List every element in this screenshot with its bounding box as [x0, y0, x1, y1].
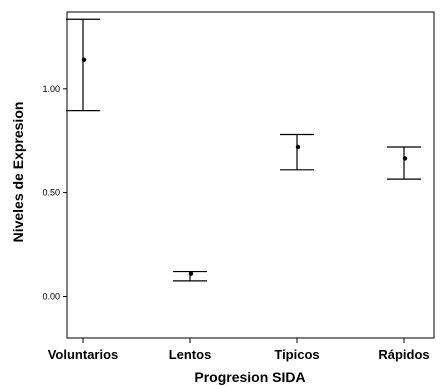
y-tick-label: 0.00 [42, 291, 60, 301]
y-axis-title: Niveles de Expresion [10, 102, 26, 243]
y-tick-label: 0.50 [42, 188, 60, 198]
x-tick-label: Rápidos [378, 347, 429, 362]
y-tick-label: 1.00 [42, 84, 60, 94]
x-axis-ticks: Voluntarios Lentos Tipicos Rápidos [48, 338, 430, 362]
mean-point [81, 57, 87, 62]
y-axis-ticks: 0.00 0.50 1.00 [42, 84, 67, 301]
mean-point [295, 144, 301, 150]
mean-point [402, 156, 408, 161]
error-bars [66, 18, 421, 282]
x-axis-title: Progresion SIDA [194, 369, 305, 385]
x-tick-label: Tipicos [274, 347, 319, 362]
plot-frame [66, 11, 435, 339]
x-tick-label: Voluntarios [48, 347, 119, 362]
x-tick-label: Lentos [169, 347, 212, 362]
mean-point [188, 271, 194, 276]
